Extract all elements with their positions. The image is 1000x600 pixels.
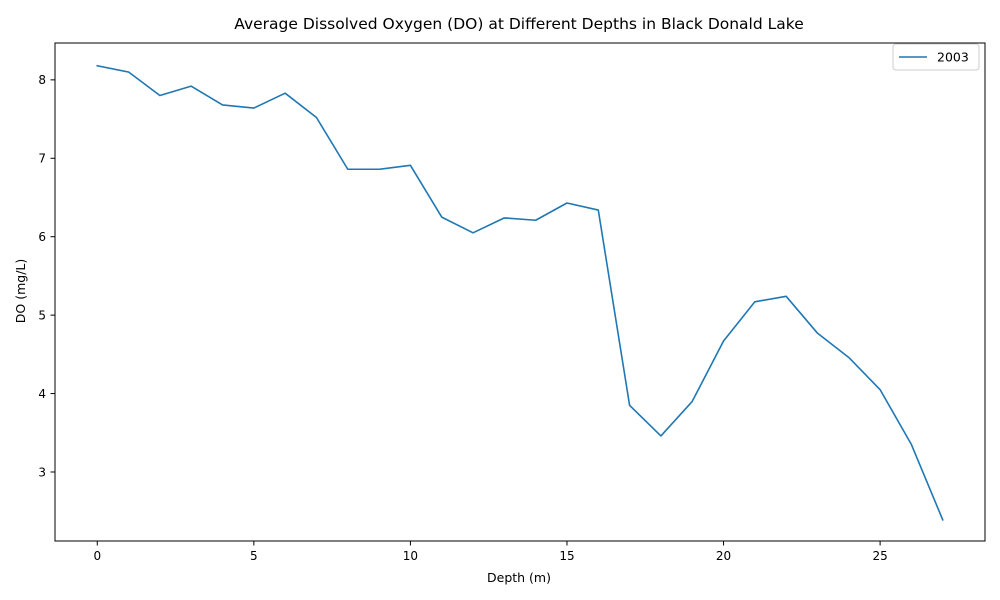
y-tick-label: 6 <box>38 230 46 244</box>
legend-frame <box>892 43 980 71</box>
series-line-2003 <box>96 64 944 521</box>
y-axis: 3 4 5 6 7 8 <box>38 73 55 479</box>
x-tick-label: 10 <box>403 549 418 563</box>
legend-label-2003: 2003 <box>937 50 969 65</box>
legend: 2003 <box>892 43 980 71</box>
y-tick-label: 7 <box>38 152 46 166</box>
y-tick-label: 3 <box>38 465 46 479</box>
x-tick-label: 5 <box>250 549 258 563</box>
x-tick-label: 20 <box>716 549 731 563</box>
y-tick-label: 4 <box>38 387 46 401</box>
x-tick-label: 25 <box>872 549 887 563</box>
y-tick-label: 5 <box>38 308 46 322</box>
y-tick-label: 8 <box>38 73 46 87</box>
x-tick-label: 0 <box>93 549 101 563</box>
plot-area <box>54 42 986 542</box>
plot-frame <box>54 42 986 542</box>
y-axis-title: DO (mg/L) <box>13 259 28 323</box>
x-axis: 0 5 10 15 20 25 <box>93 541 888 563</box>
chart-title: Average Dissolved Oxygen (DO) at Differe… <box>234 15 803 33</box>
x-tick-label: 15 <box>559 549 574 563</box>
x-axis-title: Depth (m) <box>487 570 551 585</box>
